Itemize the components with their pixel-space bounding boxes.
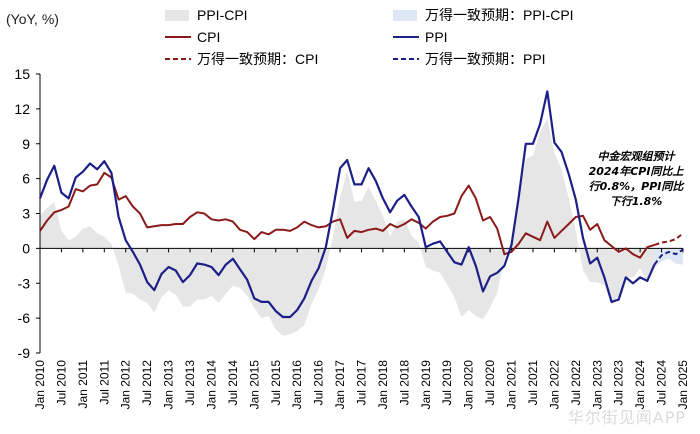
annotation-line: 2024年CPI同比上 (589, 165, 685, 178)
x-tick-label: Jul 2012 (140, 360, 154, 406)
y-tick-label: 9 (22, 136, 30, 152)
legend-swatch (393, 10, 417, 21)
x-tick-label: Jan 2020 (462, 360, 476, 410)
y-tick-label: 0 (22, 240, 30, 256)
legend-label: 万得一致预期：PPI-CPI (425, 7, 574, 23)
y-tick-label: 12 (14, 101, 30, 117)
x-tick-label: Jan 2011 (76, 360, 90, 409)
x-tick-label: Jan 2023 (590, 360, 604, 410)
x-tick-label: Jul 2020 (483, 360, 497, 406)
spread-area-group (40, 118, 683, 336)
x-tick-label: Jul 2014 (226, 360, 240, 406)
x-tick-label: Jul 2022 (569, 360, 583, 406)
annotation-line: 中金宏观组预计 (598, 150, 677, 163)
y-tick-label: -3 (18, 275, 31, 291)
x-tick-label: Jan 2013 (162, 360, 176, 410)
y-tick-label: 15 (14, 66, 30, 82)
x-tick-label: Jan 2010 (33, 360, 47, 410)
x-tick-label: Jan 2012 (119, 360, 133, 410)
y-tick-label: -6 (18, 310, 31, 326)
x-axis: Jan 2010 Jul 2010 Jan 2011 Jul 2011 Jan 2012… (33, 247, 690, 410)
x-tick-label: Jul 2015 (269, 360, 283, 406)
x-tick-label: Jan 2025 (676, 360, 690, 410)
x-tick-label: Jul 2017 (355, 360, 369, 406)
x-tick-label: Jul 2024 (655, 360, 669, 406)
x-tick-label: Jul 2023 (612, 360, 626, 406)
x-tick-label: Jan 2017 (333, 360, 347, 410)
x-tick-label: Jul 2016 (312, 360, 326, 406)
x-tick-label: Jan 2015 (247, 360, 261, 410)
x-tick-label: Jan 2024 (633, 360, 647, 410)
annotation-line: 下行1.8% (610, 195, 663, 208)
y-tick-label: 3 (22, 206, 30, 222)
y-tick-label: -9 (18, 345, 31, 361)
ppi-forecast-line (653, 248, 684, 266)
x-tick-label: Jul 2013 (183, 360, 197, 406)
y-axis-label: (YoY, %) (6, 11, 59, 27)
series-lines (38, 90, 684, 319)
legend-swatch (165, 10, 189, 21)
watermark: 华尔街见闻APP (567, 408, 686, 427)
ppi-cpi-area (40, 118, 655, 336)
legend-label: 万得一致预期：CPI (197, 51, 318, 67)
legend-label: CPI (197, 29, 220, 45)
legend-label: 万得一致预期：PPI (425, 51, 546, 67)
x-tick-label: Jan 2014 (204, 360, 218, 410)
x-tick-label: Jan 2021 (505, 360, 519, 410)
legend: PPI-CPI 万得一致预期：PPI-CPI CPI PPI 万得一致预期：CPI 万得一… (165, 7, 574, 67)
x-tick-label: Jul 2010 (54, 360, 68, 406)
cpi-forecast-line (654, 232, 684, 246)
y-tick-label: 6 (22, 171, 30, 187)
x-tick-label: Jan 2022 (547, 360, 561, 410)
x-tick-label: Jan 2018 (376, 360, 390, 410)
x-tick-label: Jul 2018 (397, 360, 411, 406)
legend-label: PPI-CPI (197, 7, 248, 23)
x-tick-label: Jan 2019 (419, 360, 433, 410)
x-tick-label: Jul 2011 (97, 360, 111, 405)
ppi-line (38, 90, 656, 319)
cpi-line (39, 171, 655, 259)
x-tick-label: Jan 2016 (290, 360, 304, 410)
y-axis: 15 12 9 6 3 0 -3 -6 -9 (14, 66, 41, 361)
annotation-line: 行0.8%，PPI同比 (589, 180, 686, 193)
legend-label: PPI (425, 29, 448, 45)
x-tick-label: Jul 2021 (526, 360, 540, 406)
x-tick-label: Jul 2019 (440, 360, 454, 406)
